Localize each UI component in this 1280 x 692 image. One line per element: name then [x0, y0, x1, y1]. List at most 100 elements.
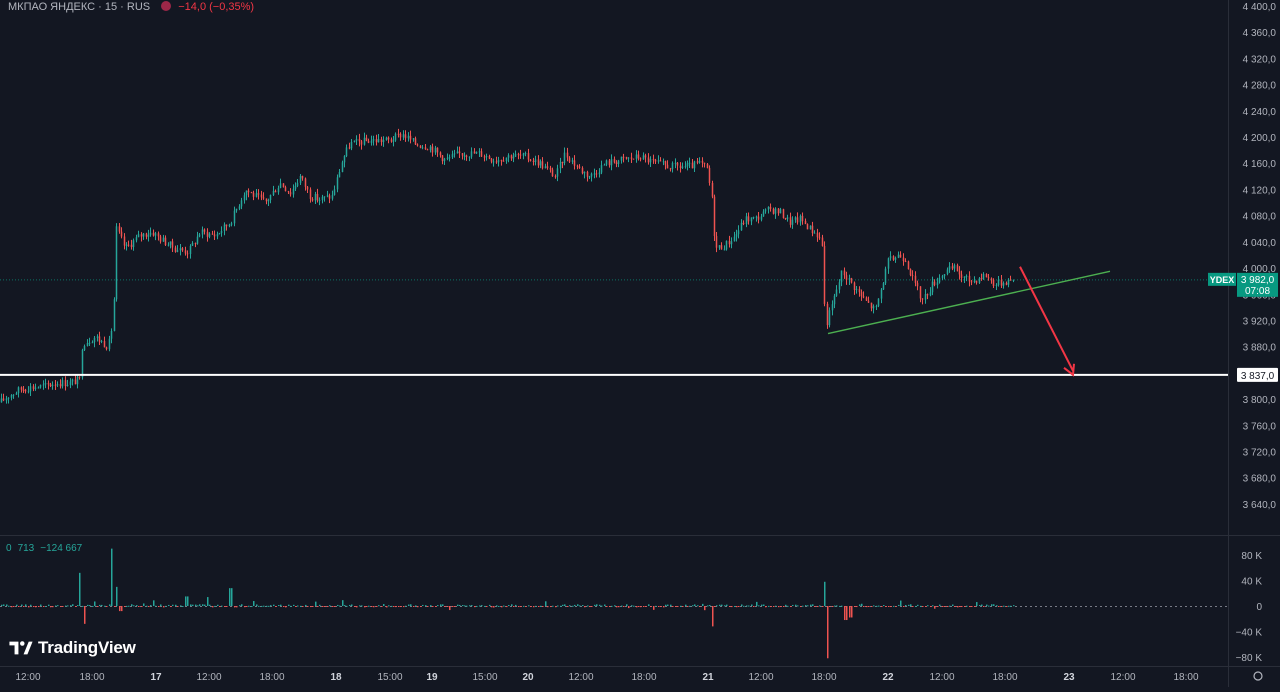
candle-body: [838, 282, 841, 290]
symbol-title[interactable]: МКПАО ЯНДЕКС · 15 · RUS: [8, 1, 151, 13]
candle-body: [326, 195, 329, 197]
candle-body: [306, 186, 309, 190]
candle-body: [81, 350, 84, 378]
candle-body: [833, 295, 836, 305]
volume-bar: [351, 604, 353, 606]
volume-bar: [917, 604, 919, 606]
candle-body: [769, 206, 772, 209]
candle-body: [877, 298, 880, 306]
volume-bar: [1003, 605, 1005, 607]
volume-bar: [55, 605, 57, 607]
price-tick-label: 3 640,0: [1243, 500, 1277, 511]
candle-body: [943, 274, 946, 277]
candle-body: [850, 278, 853, 283]
candle-body: [774, 208, 777, 214]
candle-body: [965, 275, 968, 277]
volume-bar: [922, 606, 924, 607]
volume-bar: [856, 606, 858, 608]
volume-bar: [564, 604, 566, 606]
candle-body: [519, 154, 522, 156]
volume-bar: [790, 606, 792, 607]
candle-body: [436, 147, 439, 153]
candle-body: [458, 151, 461, 154]
volume-bar: [1008, 605, 1010, 607]
candle-body: [674, 162, 677, 164]
candle-body: [56, 384, 59, 386]
volume-bar: [792, 604, 794, 606]
volume-bar: [6, 604, 8, 606]
volume-bar: [221, 605, 223, 607]
volume-bar: [550, 606, 552, 608]
volume-bar: [677, 606, 679, 607]
candle-body: [946, 269, 949, 275]
candle-body: [559, 161, 562, 169]
candle-body: [843, 270, 846, 276]
candle-body: [772, 208, 775, 214]
volume-bar: [800, 606, 802, 607]
candle-body: [34, 387, 37, 389]
volume-bar: [724, 605, 726, 607]
volume-bar: [770, 606, 772, 607]
candle-body: [225, 224, 228, 227]
candle-body: [434, 147, 437, 153]
candle-body: [747, 216, 750, 222]
volume-bar: [317, 606, 319, 607]
volume-bar: [498, 605, 500, 607]
tradingview-logo[interactable]: TradingView: [8, 638, 136, 658]
candle-body: [919, 286, 922, 299]
candle-body: [568, 157, 571, 162]
volume-bar: [621, 605, 623, 607]
volume-bar: [268, 605, 270, 607]
volume-bar: [866, 606, 868, 608]
volume-bar: [398, 606, 400, 607]
volume-bar: [346, 605, 348, 607]
volume-bar: [868, 606, 870, 607]
candle-body: [1000, 279, 1003, 286]
candle-body: [951, 266, 954, 269]
volume-bar: [981, 604, 983, 606]
volume-bar: [714, 606, 716, 607]
volume-bar: [177, 606, 179, 607]
volume-bar: [971, 606, 973, 607]
volume-bar: [474, 606, 476, 608]
forecast-arrow-head: [1063, 363, 1075, 377]
candle-body: [625, 157, 628, 159]
volume-bar: [908, 604, 910, 606]
price-tick-label: 3 720,0: [1243, 447, 1277, 458]
candle-body: [973, 280, 976, 282]
time-tick-label: 12:00: [929, 672, 954, 683]
candle-body: [835, 289, 838, 296]
time-tick-label: 15:00: [377, 672, 402, 683]
candle-body: [823, 245, 826, 304]
candle-body: [809, 225, 812, 230]
volume-bar: [949, 605, 951, 607]
candle-body: [708, 167, 711, 183]
candle-body: [933, 281, 936, 286]
volume-bar: [577, 604, 579, 606]
candle-body: [118, 226, 121, 232]
candle-body: [404, 134, 407, 139]
candle-body: [105, 347, 108, 350]
candle-body: [260, 194, 263, 198]
candle-body: [12, 394, 15, 396]
candle-body: [605, 160, 608, 165]
candle-body: [497, 160, 500, 163]
volume-bar: [484, 605, 486, 607]
candle-body: [733, 236, 736, 242]
candle-body: [831, 304, 834, 311]
volume-bar: [682, 606, 684, 607]
volume-bar: [486, 606, 488, 607]
volume-bar: [300, 605, 302, 607]
candle-body: [66, 384, 69, 387]
volume-bar: [819, 605, 821, 607]
volume-bar: [871, 606, 873, 607]
volume-bar: [143, 603, 145, 606]
volume-bar: [721, 604, 723, 606]
volume-bar: [175, 604, 177, 606]
volume-bar: [386, 606, 388, 608]
candle-body: [870, 302, 873, 309]
volume-bar: [253, 601, 255, 606]
candle-body: [29, 386, 32, 392]
